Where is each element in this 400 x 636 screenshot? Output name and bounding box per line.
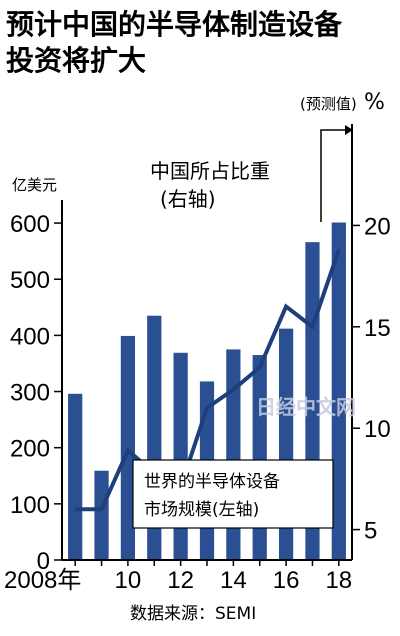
right-axis-tick-label: 20 <box>364 213 391 240</box>
left-axis-tick-label: 0 <box>37 548 50 575</box>
bar-series-legend-box <box>132 459 334 529</box>
chart-title-line-1: 预计中国的半导体制造设备 <box>6 8 343 41</box>
x-axis-tick-label: 18 <box>325 567 352 594</box>
bar-series-label-2: 市场规模(左轴) <box>144 500 259 520</box>
bar-2008 <box>68 393 83 560</box>
left-axis-tick-label: 600 <box>10 211 50 238</box>
left-axis-tick-label: 200 <box>10 436 50 463</box>
left-axis-tick-label: 500 <box>10 267 50 294</box>
forecast-bracket <box>320 125 353 222</box>
left-axis-tick-label: 400 <box>10 323 50 350</box>
x-axis-tick-label: 16 <box>273 567 300 594</box>
right-axis-tick-label: 10 <box>364 416 391 443</box>
right-axis-unit: % <box>364 90 385 115</box>
bar-2015 <box>252 355 267 560</box>
chart-title-line-2: 投资将扩大 <box>6 44 146 77</box>
line-series-label-1: 中国所占比重 <box>150 159 270 183</box>
left-axis-tick-label: 100 <box>10 492 50 519</box>
source-note: 数据来源：SEMI <box>130 604 256 624</box>
forecast-label: (预测值) <box>300 95 357 113</box>
left-axis-tick-label: 300 <box>10 380 50 407</box>
bar-2012 <box>173 352 188 560</box>
watermark: 日经中文网 <box>256 395 356 419</box>
right-axis-tick-label: 15 <box>364 315 391 342</box>
x-axis-tick-label: 14 <box>220 567 247 594</box>
left-axis-unit: 亿美元 <box>12 176 57 194</box>
bar-2018 <box>331 222 346 560</box>
right-axis-tick-label: 5 <box>364 518 377 545</box>
x-axis-tick-label: 12 <box>167 567 194 594</box>
x-axis-tick-label: 10 <box>115 567 142 594</box>
line-series-label-2: (右轴) <box>160 187 216 211</box>
x-axis-tick-label: 2008年 <box>4 567 81 594</box>
bar-2009 <box>94 470 109 560</box>
bar-series-label-1: 世界的半导体设备 <box>144 472 280 492</box>
